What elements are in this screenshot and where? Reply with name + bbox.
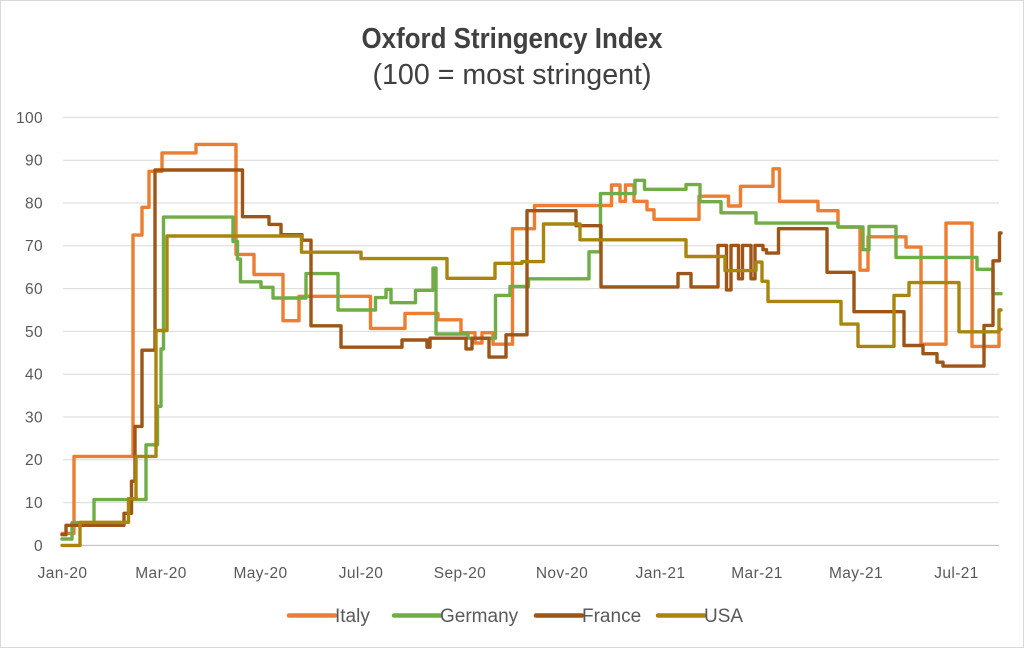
svg-text:Jan-21: Jan-21	[636, 565, 686, 582]
svg-text:Jul-21: Jul-21	[934, 565, 979, 582]
svg-text:60: 60	[25, 281, 43, 298]
svg-text:30: 30	[25, 409, 43, 426]
svg-text:Nov-20: Nov-20	[536, 565, 588, 582]
svg-text:Mar-20: Mar-20	[135, 565, 187, 582]
svg-text:Jul-20: Jul-20	[339, 565, 384, 582]
svg-text:USA: USA	[704, 606, 743, 627]
svg-text:70: 70	[25, 238, 43, 255]
svg-text:May-20: May-20	[233, 565, 287, 582]
svg-text:20: 20	[25, 452, 43, 469]
svg-text:France: France	[582, 606, 641, 627]
svg-text:80: 80	[25, 195, 43, 212]
svg-text:Jan-20: Jan-20	[38, 565, 88, 582]
svg-text:10: 10	[25, 495, 43, 512]
svg-text:40: 40	[25, 367, 43, 384]
svg-text:50: 50	[25, 324, 43, 341]
svg-text:90: 90	[25, 153, 43, 170]
svg-text:(100 = most stringent): (100 = most stringent)	[373, 59, 652, 91]
svg-text:Mar-21: Mar-21	[731, 565, 783, 582]
svg-text:Italy: Italy	[335, 606, 370, 627]
svg-text:Sep-20: Sep-20	[434, 565, 486, 582]
svg-text:0: 0	[34, 538, 43, 555]
svg-text:Germany: Germany	[440, 606, 519, 627]
svg-text:100: 100	[16, 110, 43, 127]
svg-text:May-21: May-21	[829, 565, 883, 582]
svg-text:Oxford Stringency Index: Oxford Stringency Index	[362, 23, 663, 55]
